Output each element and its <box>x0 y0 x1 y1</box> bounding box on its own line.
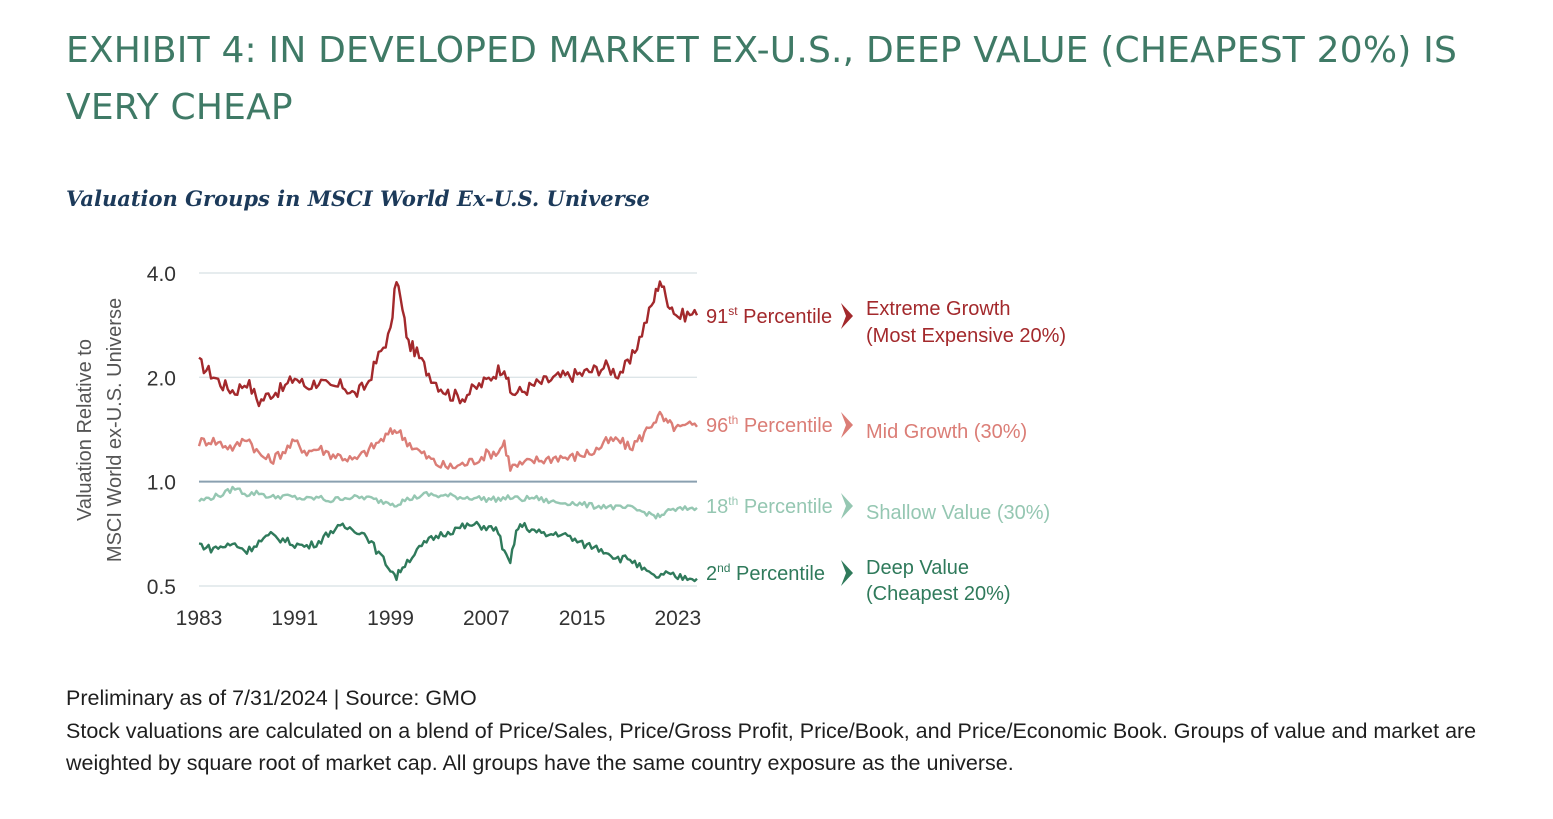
source-line: Preliminary as of 7/31/2024 | Source: GM… <box>66 686 477 710</box>
percentile-label: 96th Percentile <box>706 413 833 437</box>
y-axis-label: Valuation Relative to <box>74 339 96 521</box>
group-label: Shallow Value (30%) <box>866 502 1050 524</box>
percentile-label: 2nd Percentile <box>706 561 825 585</box>
x-tick-label: 1983 <box>176 607 223 630</box>
valuation-chart: 0.5 1.0 2.0 4.0 1983 1991 1999 2007 2015 2023 Valu… <box>74 263 1066 630</box>
group-label: Mid Growth (30%) <box>866 421 1027 443</box>
chevron-icon <box>841 560 853 586</box>
percentile-label: 18th Percentile <box>706 494 833 518</box>
x-tick-label: 2023 <box>654 607 701 630</box>
x-tick-label: 2007 <box>463 607 510 630</box>
series-line <box>198 280 699 408</box>
series-line <box>197 410 698 472</box>
y-tick-label: 0.5 <box>147 576 176 599</box>
exhibit-title: EXHIBIT 4: IN DEVELOPED MARKET EX-U.S., … <box>66 30 1458 128</box>
chevron-icon <box>841 303 853 329</box>
chart-subtitle: Valuation Groups in MSCI World Ex-U.S. U… <box>66 186 650 211</box>
group-label: Deep Value <box>866 557 969 579</box>
group-label: (Most Expensive 20%) <box>866 325 1066 347</box>
chevron-icon <box>841 493 853 519</box>
y-tick-label: 2.0 <box>147 367 176 390</box>
x-tick-label: 1991 <box>271 607 318 630</box>
x-tick-label: 1999 <box>367 607 414 630</box>
group-label: (Cheapest 20%) <box>866 583 1011 605</box>
series-line <box>198 520 698 583</box>
footnote: Preliminary as of 7/31/2024 | Source: GM… <box>66 682 1506 780</box>
chevron-icon <box>841 412 853 438</box>
group-label: Extreme Growth <box>866 298 1010 320</box>
methodology-note: Stock valuations are calculated on a ble… <box>66 718 1477 776</box>
x-tick-label: 2015 <box>559 607 606 630</box>
y-tick-label: 4.0 <box>147 263 176 286</box>
series-line <box>198 485 698 520</box>
y-axis-label: MSCI World ex-U.S. Universe <box>104 298 126 562</box>
y-tick-label: 1.0 <box>147 472 176 495</box>
percentile-label: 91st Percentile <box>706 304 832 328</box>
